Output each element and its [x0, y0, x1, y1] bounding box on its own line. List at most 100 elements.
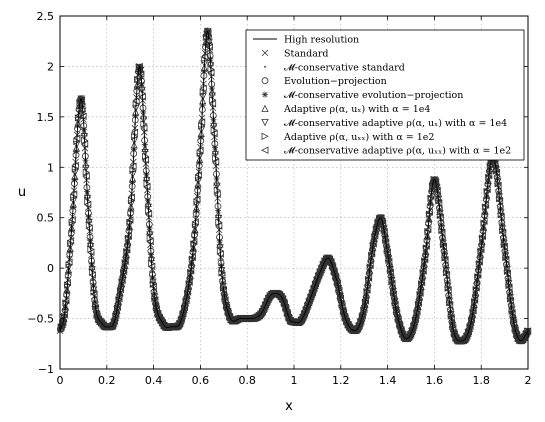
- y-tick-label: 0.5: [37, 212, 55, 225]
- data-point: [278, 295, 287, 304]
- series-line-high-resolution: [59, 30, 529, 342]
- data-point: [308, 289, 316, 297]
- x-axis-label: x: [285, 399, 293, 414]
- legend-label: Evolution−projection: [284, 76, 387, 87]
- x-tick-label: 1.6: [426, 374, 444, 387]
- x-tick-label: 0.2: [98, 374, 116, 387]
- legend-item: High resolution: [253, 35, 359, 46]
- data-point: [307, 293, 315, 301]
- y-tick-label: 2: [47, 60, 54, 73]
- y-tick-label: 1.5: [37, 111, 55, 124]
- data-point: [397, 327, 405, 335]
- data-point: [249, 314, 257, 323]
- data-point: [311, 280, 320, 288]
- data-point: [313, 275, 321, 284]
- legend-label: Adaptive ρ(α, uₓ) with α = 1e4: [283, 104, 430, 115]
- y-axis-label: u: [18, 185, 26, 200]
- data-point: [346, 324, 354, 332]
- data-point: [303, 301, 312, 309]
- legend-item: 𝓜-conservative standard: [264, 62, 405, 73]
- data-point: [108, 321, 117, 330]
- data-point: [355, 321, 363, 330]
- data-point: [319, 260, 327, 268]
- data-point: [297, 316, 306, 324]
- data-point: [154, 310, 162, 319]
- data-point: [285, 314, 293, 322]
- legend-symbol: [261, 77, 269, 85]
- data-point: [314, 271, 323, 280]
- data-point: [325, 255, 334, 264]
- data-point: [522, 330, 530, 338]
- data-point: [229, 317, 237, 325]
- legend-symbol: [261, 49, 269, 57]
- legend-symbol: [261, 119, 269, 127]
- data-point: [317, 264, 326, 272]
- data-point: [456, 337, 465, 345]
- x-tick-label: 0.4: [145, 374, 163, 387]
- data-point: [302, 305, 310, 314]
- data-point: [299, 313, 307, 321]
- legend: High resolution Standard 𝓜-conservative st…: [245, 29, 525, 161]
- y-tick-label: 0: [47, 262, 54, 275]
- axis-ticks: 0 0.2 0.4 0.6 0.8 1 1.2 1.4 1.6 1.8 2 −1 −0.5 0 0.5 1 1.…: [27, 10, 531, 387]
- data-point: [353, 324, 362, 333]
- x-tick-label: 1.4: [379, 374, 397, 387]
- data-point: [399, 331, 407, 339]
- legend-symbol: [261, 104, 269, 112]
- data-point: [96, 317, 104, 326]
- x-tick-label: 0: [57, 374, 64, 387]
- legend-label: High resolution: [284, 35, 359, 46]
- data-point: [255, 311, 263, 320]
- data-point: [403, 334, 412, 342]
- data-point: [408, 326, 416, 334]
- data-point: [305, 297, 313, 305]
- data-point: [327, 258, 335, 267]
- data-point: [352, 326, 360, 334]
- legend-label: Standard: [284, 48, 328, 59]
- legend-item: 𝓜-conservative adaptive ρ(α, uₓ) with α …: [261, 118, 507, 129]
- data-point: [512, 331, 521, 339]
- data-point: [517, 336, 525, 345]
- data-point: [459, 336, 468, 344]
- legend-symbol: [264, 65, 266, 68]
- data-point: [258, 307, 267, 316]
- data-point: [261, 301, 270, 309]
- data-point: [316, 268, 324, 276]
- x-tick-label: 2: [525, 374, 532, 387]
- y-tick-label: 1: [47, 161, 54, 174]
- x-tick-label: 1.2: [332, 374, 350, 387]
- data-point: [375, 214, 384, 223]
- legend-item: Adaptive ρ(α, uₓ) with α = 1e4: [261, 104, 430, 115]
- legend-item: 𝓜-conservative adaptive ρ(α, uₓₓ) with α…: [261, 146, 511, 157]
- data-point: [263, 297, 271, 305]
- legend-label: 𝓜-conservative standard: [284, 62, 405, 73]
- y-tick-label: −0.5: [27, 313, 54, 326]
- data-point: [377, 214, 385, 222]
- data-point: [342, 318, 351, 326]
- series-layer: [56, 27, 532, 345]
- data-point: [324, 254, 332, 262]
- data-point: [341, 314, 349, 322]
- legend-symbol: [261, 146, 269, 154]
- legend-symbol: [262, 91, 268, 98]
- legend-label: 𝓜-conservative adaptive ρ(α, uₓₓ) with α…: [284, 146, 511, 157]
- legend-item: Standard: [261, 48, 328, 59]
- data-point: [176, 319, 184, 327]
- legend-item: Evolution−projection: [261, 76, 387, 87]
- x-tick-label: 0.6: [192, 374, 210, 387]
- legend-item: Adaptive ρ(α, uₓₓ) with α = 1e2: [261, 132, 434, 143]
- data-point: [310, 284, 318, 292]
- legend-label: 𝓜-conservative adaptive ρ(α, uₓ) with α …: [284, 118, 507, 129]
- legend-symbol: [261, 132, 269, 140]
- data-point: [266, 291, 274, 300]
- x-tick-label: 1: [291, 374, 298, 387]
- data-point: [280, 299, 288, 308]
- data-point: [260, 304, 268, 312]
- x-tick-label: 1.8: [472, 374, 490, 387]
- data-point: [463, 332, 471, 340]
- data-point: [300, 309, 309, 318]
- data-point: [57, 323, 65, 331]
- data-point: [406, 330, 415, 338]
- data-point: [492, 166, 500, 174]
